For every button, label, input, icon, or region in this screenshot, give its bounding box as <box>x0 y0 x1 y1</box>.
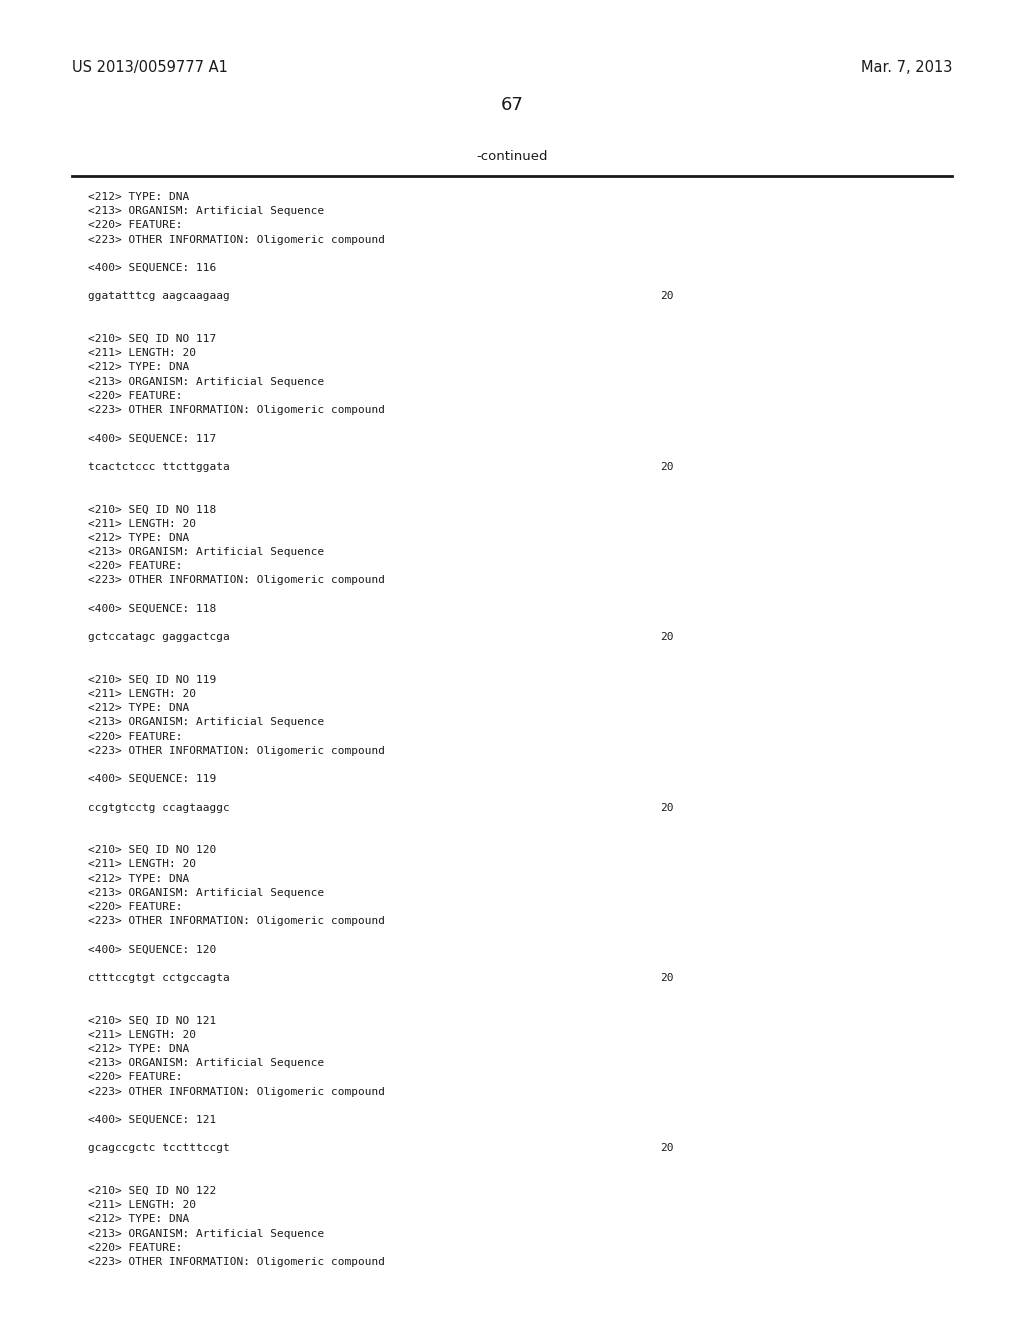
Text: <210> SEQ ID NO 118: <210> SEQ ID NO 118 <box>88 504 216 515</box>
Text: <210> SEQ ID NO 117: <210> SEQ ID NO 117 <box>88 334 216 345</box>
Text: 20: 20 <box>660 973 674 983</box>
Text: <211> LENGTH: 20: <211> LENGTH: 20 <box>88 1200 196 1210</box>
Text: 20: 20 <box>660 632 674 643</box>
Text: 20: 20 <box>660 462 674 471</box>
Text: <223> OTHER INFORMATION: Oligomeric compound: <223> OTHER INFORMATION: Oligomeric comp… <box>88 1086 385 1097</box>
Text: <400> SEQUENCE: 119: <400> SEQUENCE: 119 <box>88 775 216 784</box>
Text: <212> TYPE: DNA: <212> TYPE: DNA <box>88 363 189 372</box>
Text: <400> SEQUENCE: 116: <400> SEQUENCE: 116 <box>88 263 216 273</box>
Text: <223> OTHER INFORMATION: Oligomeric compound: <223> OTHER INFORMATION: Oligomeric comp… <box>88 576 385 585</box>
Text: <223> OTHER INFORMATION: Oligomeric compound: <223> OTHER INFORMATION: Oligomeric comp… <box>88 1257 385 1267</box>
Text: <211> LENGTH: 20: <211> LENGTH: 20 <box>88 348 196 358</box>
Text: <220> FEATURE:: <220> FEATURE: <box>88 220 182 231</box>
Text: 20: 20 <box>660 292 674 301</box>
Text: <220> FEATURE:: <220> FEATURE: <box>88 391 182 401</box>
Text: <211> LENGTH: 20: <211> LENGTH: 20 <box>88 689 196 700</box>
Text: tcactctccc ttcttggata: tcactctccc ttcttggata <box>88 462 229 471</box>
Text: -continued: -continued <box>476 150 548 162</box>
Text: <400> SEQUENCE: 120: <400> SEQUENCE: 120 <box>88 945 216 954</box>
Text: <213> ORGANISM: Artificial Sequence: <213> ORGANISM: Artificial Sequence <box>88 1059 325 1068</box>
Text: US 2013/0059777 A1: US 2013/0059777 A1 <box>72 59 228 75</box>
Text: <212> TYPE: DNA: <212> TYPE: DNA <box>88 1214 189 1225</box>
Text: gcagccgctc tcctttccgt: gcagccgctc tcctttccgt <box>88 1143 229 1154</box>
Text: <220> FEATURE:: <220> FEATURE: <box>88 1243 182 1253</box>
Text: <400> SEQUENCE: 117: <400> SEQUENCE: 117 <box>88 433 216 444</box>
Text: <211> LENGTH: 20: <211> LENGTH: 20 <box>88 859 196 870</box>
Text: <212> TYPE: DNA: <212> TYPE: DNA <box>88 533 189 543</box>
Text: <220> FEATURE:: <220> FEATURE: <box>88 731 182 742</box>
Text: gctccatagc gaggactcga: gctccatagc gaggactcga <box>88 632 229 643</box>
Text: <212> TYPE: DNA: <212> TYPE: DNA <box>88 191 189 202</box>
Text: <213> ORGANISM: Artificial Sequence: <213> ORGANISM: Artificial Sequence <box>88 1229 325 1238</box>
Text: <210> SEQ ID NO 120: <210> SEQ ID NO 120 <box>88 845 216 855</box>
Text: <220> FEATURE:: <220> FEATURE: <box>88 1072 182 1082</box>
Text: <220> FEATURE:: <220> FEATURE: <box>88 902 182 912</box>
Text: <400> SEQUENCE: 118: <400> SEQUENCE: 118 <box>88 603 216 614</box>
Text: Mar. 7, 2013: Mar. 7, 2013 <box>860 59 952 75</box>
Text: 20: 20 <box>660 1143 674 1154</box>
Text: <212> TYPE: DNA: <212> TYPE: DNA <box>88 704 189 713</box>
Text: <210> SEQ ID NO 122: <210> SEQ ID NO 122 <box>88 1185 216 1196</box>
Text: <213> ORGANISM: Artificial Sequence: <213> ORGANISM: Artificial Sequence <box>88 206 325 216</box>
Text: <213> ORGANISM: Artificial Sequence: <213> ORGANISM: Artificial Sequence <box>88 546 325 557</box>
Text: <212> TYPE: DNA: <212> TYPE: DNA <box>88 1044 189 1053</box>
Text: ctttccgtgt cctgccagta: ctttccgtgt cctgccagta <box>88 973 229 983</box>
Text: <213> ORGANISM: Artificial Sequence: <213> ORGANISM: Artificial Sequence <box>88 717 325 727</box>
Text: <223> OTHER INFORMATION: Oligomeric compound: <223> OTHER INFORMATION: Oligomeric comp… <box>88 746 385 756</box>
Text: <211> LENGTH: 20: <211> LENGTH: 20 <box>88 1030 196 1040</box>
Text: <211> LENGTH: 20: <211> LENGTH: 20 <box>88 519 196 528</box>
Text: 20: 20 <box>660 803 674 813</box>
Text: <212> TYPE: DNA: <212> TYPE: DNA <box>88 874 189 883</box>
Text: <213> ORGANISM: Artificial Sequence: <213> ORGANISM: Artificial Sequence <box>88 376 325 387</box>
Text: <223> OTHER INFORMATION: Oligomeric compound: <223> OTHER INFORMATION: Oligomeric comp… <box>88 405 385 414</box>
Text: <223> OTHER INFORMATION: Oligomeric compound: <223> OTHER INFORMATION: Oligomeric comp… <box>88 916 385 927</box>
Text: <210> SEQ ID NO 119: <210> SEQ ID NO 119 <box>88 675 216 685</box>
Text: <223> OTHER INFORMATION: Oligomeric compound: <223> OTHER INFORMATION: Oligomeric comp… <box>88 235 385 244</box>
Text: 67: 67 <box>501 96 523 114</box>
Text: <213> ORGANISM: Artificial Sequence: <213> ORGANISM: Artificial Sequence <box>88 888 325 898</box>
Text: <220> FEATURE:: <220> FEATURE: <box>88 561 182 572</box>
Text: <210> SEQ ID NO 121: <210> SEQ ID NO 121 <box>88 1015 216 1026</box>
Text: <400> SEQUENCE: 121: <400> SEQUENCE: 121 <box>88 1115 216 1125</box>
Text: ccgtgtcctg ccagtaaggc: ccgtgtcctg ccagtaaggc <box>88 803 229 813</box>
Text: ggatatttcg aagcaagaag: ggatatttcg aagcaagaag <box>88 292 229 301</box>
